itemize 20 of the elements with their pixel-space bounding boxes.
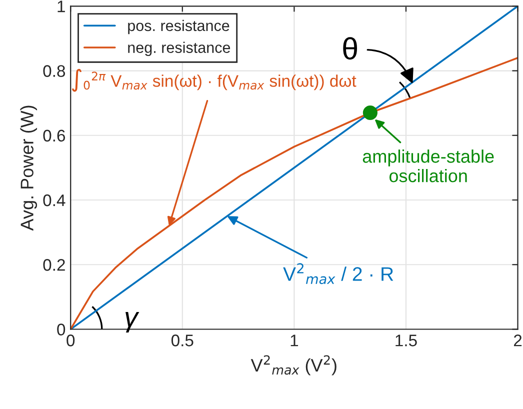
- x-tick-label: 0.5: [171, 334, 194, 346]
- annotation: θ: [343, 37, 357, 60]
- x-tick-label: 1.5: [396, 334, 417, 346]
- x-tick-label: 0: [66, 334, 75, 346]
- y-tick-label: 0.4: [43, 194, 66, 206]
- y-tick-label: 0: [57, 324, 66, 336]
- y-tick-label: 0.8: [43, 65, 66, 77]
- annotation: ∫$_{0}$$^{2π}$ V$_{max}$ sin(ωt) · f(V$_{max}$ sin(ωt)) dωt: [72, 68, 356, 92]
- annotation: amplitude-stable oscillation: [362, 150, 494, 182]
- y-axis-title: Avg. Power (W): [20, 106, 38, 231]
- legend-label: neg. resistance: [128, 42, 230, 56]
- x-tick-label: 1: [290, 334, 298, 346]
- annotation: γ: [126, 312, 140, 332]
- y-tick-label: 0.2: [43, 259, 65, 271]
- y-tick-label: 0.6: [43, 130, 66, 142]
- annotation: V$^{2}$$_{max}$ / 2 · R: [283, 263, 394, 284]
- y-tick-label: 1: [58, 0, 65, 12]
- legend-label: pos. resistance: [128, 20, 230, 34]
- x-axis-title: V$^{2}$$_{max}$ (V$^{2}$): [250, 355, 336, 376]
- x-tick-label: 2: [514, 334, 522, 346]
